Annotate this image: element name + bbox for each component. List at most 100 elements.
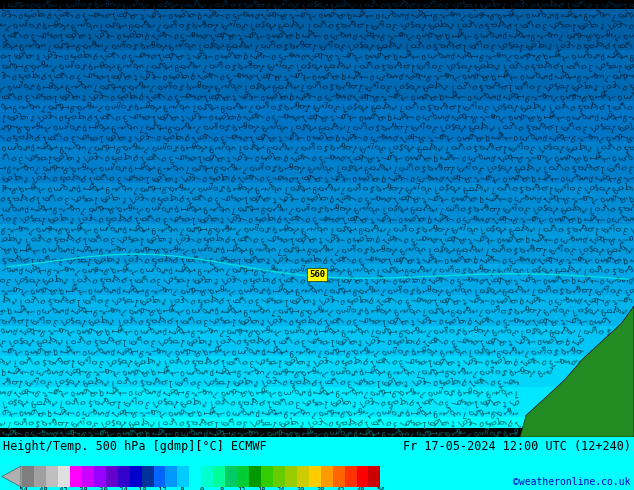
- Text: 9: 9: [483, 203, 491, 213]
- Text: 3: 3: [593, 0, 599, 9]
- Text: $: $: [4, 61, 14, 70]
- Text: p: p: [459, 63, 469, 69]
- Text: 1: 1: [50, 409, 60, 416]
- Text: 3: 3: [327, 31, 337, 39]
- Text: p: p: [240, 400, 250, 404]
- Text: 1: 1: [212, 152, 221, 162]
- Text: $: $: [309, 133, 319, 141]
- Text: 9: 9: [236, 183, 242, 193]
- Text: o: o: [195, 234, 204, 244]
- Text: 3: 3: [263, 40, 273, 50]
- Text: p: p: [79, 257, 88, 262]
- Text: t: t: [148, 418, 158, 427]
- Text: o: o: [557, 225, 567, 232]
- Text: o: o: [10, 154, 20, 161]
- Text: 1: 1: [431, 295, 439, 305]
- Text: 1: 1: [91, 63, 100, 69]
- Text: 7: 7: [488, 51, 498, 60]
- Text: 1: 1: [339, 214, 347, 223]
- Text: 7: 7: [424, 112, 434, 121]
- Text: o: o: [441, 123, 451, 130]
- Text: 9: 9: [125, 337, 135, 344]
- Text: 1: 1: [401, 388, 411, 396]
- Text: $: $: [131, 307, 141, 314]
- Text: o: o: [534, 205, 544, 212]
- Text: o: o: [546, 165, 555, 170]
- Text: 1: 1: [344, 336, 353, 346]
- Text: 7: 7: [27, 93, 37, 99]
- Text: 7: 7: [460, 9, 468, 20]
- Text: q: q: [344, 275, 353, 285]
- Text: 1: 1: [408, 275, 416, 285]
- Text: 1: 1: [269, 72, 279, 80]
- Text: 7: 7: [495, 387, 502, 397]
- Text: o: o: [46, 367, 53, 376]
- Text: 3: 3: [264, 172, 273, 183]
- Text: 3: 3: [315, 152, 325, 162]
- Text: 1: 1: [470, 316, 481, 325]
- Text: 7: 7: [540, 214, 550, 223]
- Text: 7: 7: [91, 163, 100, 172]
- Text: p: p: [420, 91, 427, 101]
- Text: 7: 7: [477, 224, 486, 234]
- Text: p: p: [426, 30, 432, 40]
- Text: 7: 7: [465, 31, 475, 39]
- Text: t: t: [366, 82, 377, 90]
- Text: p: p: [378, 122, 388, 131]
- Text: o: o: [453, 267, 463, 272]
- Text: 1: 1: [448, 295, 457, 305]
- Text: o: o: [470, 428, 480, 438]
- Text: 1: 1: [489, 0, 496, 9]
- Text: 9: 9: [511, 30, 521, 40]
- Text: 1: 1: [309, 122, 319, 131]
- Text: q: q: [530, 173, 536, 183]
- Text: 1: 1: [84, 387, 94, 396]
- Text: q: q: [269, 144, 279, 151]
- Text: 9: 9: [266, 326, 270, 335]
- Text: 7: 7: [373, 216, 382, 221]
- Text: 3: 3: [196, 377, 202, 387]
- Text: 9: 9: [248, 245, 254, 254]
- Text: 9: 9: [223, 175, 233, 181]
- Text: 3: 3: [87, 214, 92, 223]
- Text: o: o: [505, 246, 515, 252]
- Text: o: o: [159, 204, 169, 213]
- Text: 1: 1: [586, 155, 595, 160]
- Text: 1: 1: [119, 21, 129, 28]
- Text: 9: 9: [299, 305, 306, 316]
- Text: o: o: [22, 214, 31, 223]
- Text: 9: 9: [528, 112, 538, 121]
- Text: 7: 7: [338, 236, 347, 242]
- Text: q: q: [304, 43, 313, 48]
- Text: 1: 1: [580, 32, 590, 38]
- Text: o: o: [431, 193, 439, 203]
- Text: q: q: [494, 9, 503, 20]
- Text: 7: 7: [223, 134, 233, 140]
- Text: 3: 3: [390, 286, 400, 294]
- Text: 1: 1: [56, 82, 66, 90]
- Text: o: o: [442, 336, 451, 346]
- Text: $: $: [603, 195, 612, 201]
- Text: t: t: [361, 10, 371, 20]
- Text: p: p: [229, 122, 238, 132]
- Text: t: t: [11, 428, 18, 438]
- Text: o: o: [188, 379, 198, 385]
- Text: o: o: [119, 50, 129, 60]
- Text: $: $: [332, 285, 342, 295]
- Text: 7: 7: [528, 154, 538, 161]
- Text: o: o: [297, 326, 307, 335]
- Text: q: q: [433, 153, 437, 162]
- Text: 1: 1: [196, 152, 202, 162]
- Text: 3: 3: [529, 142, 536, 152]
- Text: o: o: [240, 144, 250, 150]
- Text: 3: 3: [23, 91, 29, 101]
- Text: t: t: [361, 409, 371, 416]
- Text: 1: 1: [270, 417, 278, 428]
- Text: 7: 7: [143, 142, 152, 152]
- Text: 1: 1: [614, 114, 624, 120]
- Text: o: o: [45, 318, 54, 323]
- Text: t: t: [305, 356, 312, 367]
- Text: 7: 7: [79, 74, 88, 78]
- Text: 1: 1: [332, 10, 342, 19]
- Text: q: q: [148, 234, 158, 244]
